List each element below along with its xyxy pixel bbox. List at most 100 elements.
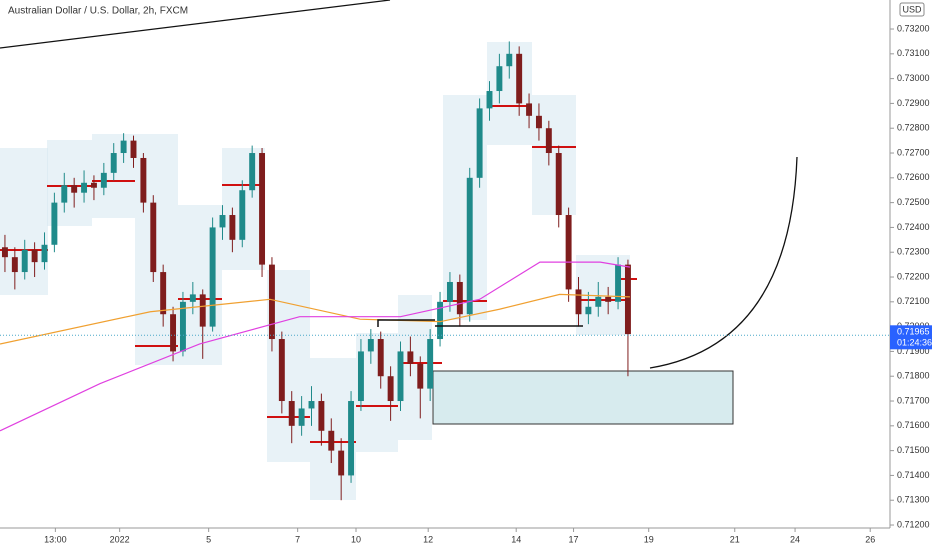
candle-body xyxy=(209,227,216,327)
y-tick-label: 0.71400 xyxy=(897,470,930,480)
candle-body xyxy=(318,401,325,431)
candle-body xyxy=(110,153,117,173)
candle-body xyxy=(526,103,533,116)
candle-body xyxy=(446,281,453,302)
y-tick-label: 0.71800 xyxy=(897,371,930,381)
candle-body xyxy=(486,91,493,109)
candle-body xyxy=(199,294,206,327)
x-tick-label: 17 xyxy=(569,534,579,544)
y-tick-label: 0.71600 xyxy=(897,420,930,430)
candle-body xyxy=(387,376,394,402)
candle-body xyxy=(348,401,355,476)
projection-curve xyxy=(649,156,798,369)
y-tick-label: 0.72200 xyxy=(897,271,930,281)
candle-body xyxy=(407,351,414,364)
zone-box xyxy=(432,370,734,425)
candle-body xyxy=(367,339,374,352)
candle-body xyxy=(219,215,226,228)
candle-body xyxy=(150,202,157,273)
candle-body xyxy=(535,115,542,129)
candle-body xyxy=(308,401,315,409)
candle-body xyxy=(51,202,58,245)
candle-body xyxy=(1,247,8,258)
candle-body xyxy=(90,182,97,188)
y-tick-label: 0.72700 xyxy=(897,147,930,157)
candle-body xyxy=(357,351,364,402)
x-tick-label: 2022 xyxy=(110,534,130,544)
x-tick-label: 14 xyxy=(511,534,521,544)
candle-body xyxy=(239,190,246,240)
y-tick-label: 0.73200 xyxy=(897,23,930,33)
y-tick-label: 0.72400 xyxy=(897,222,930,232)
y-tick-label: 0.71500 xyxy=(897,445,930,455)
candle-body xyxy=(21,249,28,273)
candle-body xyxy=(160,272,167,315)
y-tick-label: 0.72600 xyxy=(897,172,930,182)
candle-body xyxy=(120,140,127,154)
moving-average xyxy=(0,261,631,432)
moving-average xyxy=(0,293,630,345)
session-boxes xyxy=(0,42,630,500)
candle-body xyxy=(249,153,256,191)
candle-body xyxy=(338,450,345,476)
candle-body xyxy=(595,296,602,307)
candle-body xyxy=(397,351,404,402)
x-tick-label: 12 xyxy=(423,534,433,544)
candle-body xyxy=(259,153,266,265)
currency: USD xyxy=(902,4,922,14)
candle-body xyxy=(61,185,68,203)
candle-body xyxy=(189,294,196,302)
x-tick-label: 24 xyxy=(790,534,800,544)
candle-body xyxy=(516,53,523,104)
candle-body xyxy=(624,264,631,335)
candle-body xyxy=(555,153,562,216)
y-tick-label: 0.72800 xyxy=(897,123,930,133)
candle-body xyxy=(476,108,483,178)
last-price-label: 0.71965 xyxy=(897,327,930,337)
candle-body xyxy=(268,264,275,340)
candle-body xyxy=(466,177,473,315)
candle-body xyxy=(11,257,18,273)
candle-body xyxy=(41,244,48,263)
level-line xyxy=(377,319,435,327)
candle-body xyxy=(545,128,552,154)
candle-body xyxy=(140,157,147,203)
candle-body xyxy=(328,430,335,451)
y-tick-label: 0.71700 xyxy=(897,395,930,405)
candle-body xyxy=(575,289,582,315)
x-tick-label: 5 xyxy=(206,534,211,544)
trend-line xyxy=(0,0,391,49)
countdown: 01:24:36 xyxy=(897,338,932,348)
currency-box xyxy=(899,2,925,17)
candle-body xyxy=(130,140,137,158)
x-tick-label: 21 xyxy=(730,534,740,544)
candle-body xyxy=(71,185,78,193)
y-tick-label: 0.71300 xyxy=(897,495,930,505)
candle-body xyxy=(456,281,463,315)
y-tick-label: 0.72900 xyxy=(897,98,930,108)
x-tick-label: 10 xyxy=(351,534,361,544)
candle-body xyxy=(496,66,503,92)
y-tick-label: 0.72300 xyxy=(897,247,930,257)
chart-title: Australian Dollar / U.S. Dollar, 2h, FXC… xyxy=(8,6,188,17)
candle-body xyxy=(179,301,186,352)
candle-body xyxy=(31,249,38,263)
candle-body xyxy=(585,306,592,315)
candle-body xyxy=(81,182,88,193)
candle-body xyxy=(170,314,177,352)
last-price-box xyxy=(890,325,932,350)
candle-body xyxy=(506,53,513,67)
candle-body xyxy=(565,215,572,290)
candle-body xyxy=(278,339,285,402)
plot xyxy=(0,41,631,501)
candle-body xyxy=(605,296,612,302)
candle-body xyxy=(298,408,305,426)
y-tick-label: 0.72100 xyxy=(897,296,930,306)
candle-body xyxy=(377,339,384,377)
y-tick-label: 0.73100 xyxy=(897,48,930,58)
candle-body xyxy=(417,363,424,389)
price-axis xyxy=(890,0,932,550)
x-tick-label: 13:00 xyxy=(44,534,67,544)
candle-body xyxy=(100,172,107,188)
